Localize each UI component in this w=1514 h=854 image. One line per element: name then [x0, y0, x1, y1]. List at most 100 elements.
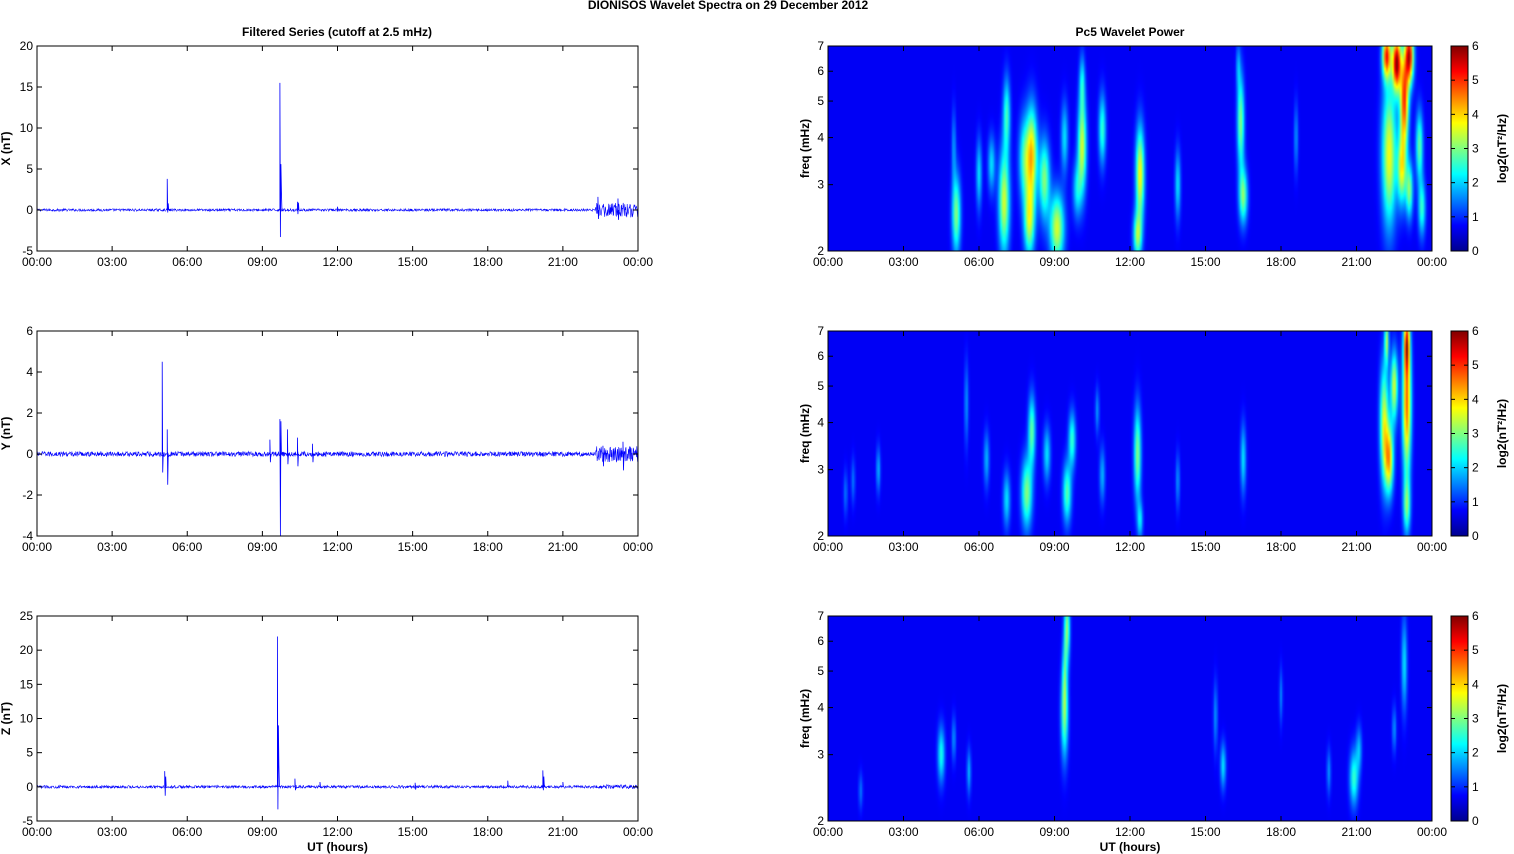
y-tick-label: 2	[26, 406, 33, 420]
y-tick-label: 10	[20, 712, 34, 726]
series-spike	[297, 437, 299, 467]
x-tick-label: 00:00	[1417, 540, 1447, 554]
series-spike	[279, 82, 283, 238]
x-tick-label: 09:00	[247, 825, 277, 839]
y-tick-label: 6	[817, 64, 824, 78]
y-axis-label: Y (nT)	[0, 417, 13, 451]
series-panel-x: -5 0 5 10 15 20 X (nT) 00:00 03:00 06:00 09:00 12:0…	[0, 39, 653, 269]
x-tick-label: 09:00	[1039, 825, 1069, 839]
series-spike	[297, 201, 300, 215]
x-tick-label: 12:00	[322, 825, 352, 839]
x-tick-label: 00:00	[813, 540, 843, 554]
y-tick-label: 20	[20, 643, 34, 657]
x-tick-label: 03:00	[97, 255, 127, 269]
series-panel-z: -5 0 5 10 15 20 25 Z (nT) 00:00 03:00 06:00 09:00 12…	[0, 609, 653, 854]
colorbar-tick-label: 4	[1472, 107, 1479, 121]
colorbar-tick-label: 5	[1472, 358, 1479, 372]
series-spike	[602, 445, 605, 467]
series-spike	[161, 361, 164, 473]
x-tick-label: 03:00	[888, 825, 918, 839]
series-spike	[166, 178, 170, 213]
y-tick-label: 0	[26, 203, 33, 217]
x-tick-label: 15:00	[1190, 540, 1220, 554]
colorbar-tick-label: 6	[1472, 39, 1479, 53]
colorbar-tick-label: 0	[1472, 529, 1479, 543]
x-tick-label: 18:00	[473, 255, 503, 269]
x-tick-label: 21:00	[548, 825, 578, 839]
x-tick-label: 06:00	[172, 825, 202, 839]
x-axis-label: UT (hours)	[307, 840, 368, 854]
plot-background	[37, 46, 638, 251]
colorbar-tick-label: 2	[1472, 746, 1479, 760]
x-tick-label: 15:00	[398, 825, 428, 839]
y-tick-label: 6	[26, 324, 33, 338]
x-tick-label: 18:00	[473, 540, 503, 554]
series-spike	[164, 771, 167, 796]
colorbar-label: log2(nT²/Hz)	[1495, 399, 1509, 468]
series-spike	[287, 429, 289, 465]
y-axis-label: freq (mHz)	[798, 404, 812, 463]
x-tick-label: 21:00	[1341, 825, 1371, 839]
y-axis-label: freq (mHz)	[798, 119, 812, 178]
plot-background	[37, 331, 638, 536]
x-tick-label: 18:00	[1266, 255, 1296, 269]
colorbar-tick-label: 3	[1472, 427, 1479, 441]
colorbar-tick-label: 3	[1472, 712, 1479, 726]
wavelet-panel-2: 2 3 4 5 6 7 freq (mHz) 00:00 03:00 06:00 09:00 12:0…	[798, 324, 1509, 554]
y-tick-label: 0	[26, 780, 33, 794]
right-column-title: Pc5 Wavelet Power	[1076, 25, 1185, 39]
x-tick-label: 21:00	[1341, 255, 1371, 269]
x-tick-label: 06:00	[964, 825, 994, 839]
x-tick-label: 03:00	[888, 255, 918, 269]
x-tick-label: 21:00	[548, 255, 578, 269]
x-tick-label: 00:00	[623, 255, 653, 269]
x-tick-label: 18:00	[473, 825, 503, 839]
y-tick-label: 3	[817, 463, 824, 477]
x-tick-label: 03:00	[97, 825, 127, 839]
y-tick-label: 6	[817, 349, 824, 363]
left-column-title: Filtered Series (cutoff at 2.5 mHz)	[242, 25, 432, 39]
x-tick-label: 21:00	[1341, 540, 1371, 554]
y-axis-label: Z (nT)	[0, 702, 13, 735]
x-tick-label: 15:00	[398, 255, 428, 269]
x-tick-label: 15:00	[1190, 255, 1220, 269]
y-tick-label: 7	[817, 324, 824, 338]
colorbar-tick-label: 0	[1472, 244, 1479, 258]
x-tick-label: 00:00	[623, 825, 653, 839]
colorbar-tick-label: 0	[1472, 814, 1479, 828]
y-tick-label: 6	[817, 634, 824, 648]
y-tick-label: 5	[26, 162, 33, 176]
x-tick-label: 12:00	[1115, 540, 1145, 554]
x-tick-label: 12:00	[322, 255, 352, 269]
series-spike	[166, 429, 169, 485]
series-panel-y: -4 -2 0 2 4 6 Y (nT) 00:00 03:00 06:00 09:00 12:00 1…	[0, 324, 653, 554]
colorbar-tick-label: 4	[1472, 392, 1479, 406]
wavelet-power-heatmap	[828, 331, 1432, 536]
y-tick-label: 2	[817, 529, 824, 543]
x-tick-label: 09:00	[247, 255, 277, 269]
series-line	[36, 446, 639, 463]
x-tick-label: 12:00	[1115, 825, 1145, 839]
x-tick-label: 03:00	[888, 540, 918, 554]
wavelet-panel-1: 2 3 4 5 6 7 freq (mHz) 00:00 03:00 06:00 09:00 12:0…	[798, 39, 1509, 269]
y-tick-label: -4	[22, 529, 33, 543]
colorbar-tick-label: 2	[1472, 176, 1479, 190]
colorbar-tick-label: 4	[1472, 677, 1479, 691]
y-tick-label: 25	[20, 609, 34, 623]
wavelet-power-heatmap	[828, 616, 1432, 821]
y-tick-label: 5	[817, 94, 824, 108]
x-tick-label: 00:00	[22, 255, 52, 269]
colorbar-label: log2(nT²/Hz)	[1495, 114, 1509, 183]
series-spike	[622, 441, 625, 471]
y-tick-label: 4	[817, 416, 824, 430]
y-tick-label: 5	[817, 664, 824, 678]
plot-background	[37, 616, 638, 821]
x-tick-label: 00:00	[813, 255, 843, 269]
figure-title: DIONISOS Wavelet Spectra on 29 December …	[588, 0, 869, 12]
colorbar-tick-label: 6	[1472, 609, 1479, 623]
y-tick-label: -2	[22, 488, 33, 502]
y-tick-label: -5	[22, 814, 33, 828]
colorbar-tick-label: 1	[1472, 210, 1479, 224]
colorbar-tick-label: 6	[1472, 324, 1479, 338]
